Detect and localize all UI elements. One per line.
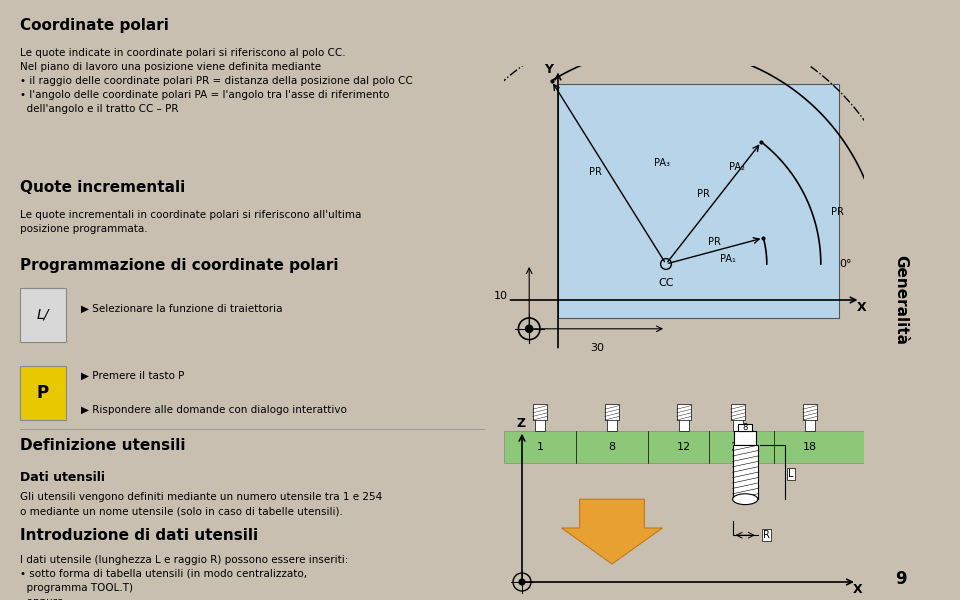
Text: Quote incrementali: Quote incrementali bbox=[20, 180, 185, 195]
Bar bbox=[734, 431, 756, 445]
Text: 8: 8 bbox=[609, 442, 615, 452]
Text: 1: 1 bbox=[537, 442, 543, 452]
Bar bbox=[558, 84, 839, 318]
Circle shape bbox=[525, 325, 534, 333]
Bar bbox=[605, 404, 619, 420]
Bar bbox=[738, 424, 753, 431]
Text: I dati utensile (lunghezza L e raggio R) possono essere inseriti:
• sotto forma : I dati utensile (lunghezza L e raggio R)… bbox=[20, 555, 348, 600]
Text: Dati utensili: Dati utensili bbox=[20, 471, 106, 484]
Bar bbox=[679, 409, 689, 431]
Text: Gli utensili vengono definiti mediante un numero utensile tra 1 e 254
o mediante: Gli utensili vengono definiti mediante u… bbox=[20, 492, 382, 516]
Circle shape bbox=[518, 578, 526, 586]
Text: PR: PR bbox=[708, 238, 721, 247]
Text: Introduzione di dati utensili: Introduzione di dati utensili bbox=[20, 528, 258, 543]
Text: ▶ Premere il tasto P: ▶ Premere il tasto P bbox=[81, 371, 184, 381]
Bar bbox=[732, 445, 757, 499]
Text: PR: PR bbox=[697, 190, 710, 199]
Text: Z: Z bbox=[516, 417, 526, 430]
Text: PA₃: PA₃ bbox=[654, 158, 669, 168]
Bar bbox=[804, 409, 815, 431]
Text: Generalità: Generalità bbox=[894, 255, 908, 345]
Bar bbox=[533, 404, 547, 420]
Text: CC: CC bbox=[659, 278, 674, 289]
Text: 0°: 0° bbox=[839, 259, 852, 269]
Text: 8: 8 bbox=[742, 422, 748, 432]
Text: 12: 12 bbox=[677, 442, 691, 452]
Text: Le quote indicate in coordinate polari si riferiscono al polo CC.
Nel piano di l: Le quote indicate in coordinate polari s… bbox=[20, 48, 413, 114]
Text: ▶ Rispondere alle domande con dialogo interattivo: ▶ Rispondere alle domande con dialogo in… bbox=[81, 405, 347, 415]
Bar bbox=[677, 404, 691, 420]
Text: PR: PR bbox=[831, 207, 844, 217]
Ellipse shape bbox=[732, 494, 757, 505]
Text: R: R bbox=[763, 530, 770, 540]
Bar bbox=[803, 404, 817, 420]
Text: L: L bbox=[788, 469, 794, 479]
Text: Le quote incrementali in coordinate polari si riferiscono all'ultima
posizione p: Le quote incrementali in coordinate pola… bbox=[20, 210, 362, 234]
Bar bbox=[607, 409, 617, 431]
Bar bbox=[20, 288, 65, 342]
Text: ▶ Selezionare la funzione di traiettoria: ▶ Selezionare la funzione di traiettoria bbox=[81, 304, 282, 314]
Bar bbox=[504, 431, 864, 463]
Bar bbox=[732, 409, 743, 431]
Text: PR: PR bbox=[588, 167, 602, 178]
Text: PA₁: PA₁ bbox=[720, 254, 735, 264]
Text: Definizione utensili: Definizione utensili bbox=[20, 438, 185, 453]
Text: L/: L/ bbox=[36, 308, 49, 322]
Polygon shape bbox=[562, 499, 662, 564]
Text: X: X bbox=[853, 583, 863, 596]
Text: 18: 18 bbox=[803, 442, 817, 452]
Text: PA₂: PA₂ bbox=[729, 163, 745, 172]
Text: 13: 13 bbox=[731, 442, 745, 452]
Text: 10: 10 bbox=[493, 292, 508, 301]
Text: Programmazione di coordinate polari: Programmazione di coordinate polari bbox=[20, 258, 339, 273]
Bar bbox=[20, 366, 65, 420]
Bar bbox=[731, 404, 745, 420]
Text: Y: Y bbox=[543, 63, 553, 76]
Text: X: X bbox=[856, 301, 867, 314]
Bar bbox=[535, 409, 545, 431]
Text: 9: 9 bbox=[895, 570, 907, 588]
Text: P: P bbox=[36, 384, 49, 402]
Text: 30: 30 bbox=[590, 343, 605, 353]
Text: Coordinate polari: Coordinate polari bbox=[20, 18, 169, 33]
